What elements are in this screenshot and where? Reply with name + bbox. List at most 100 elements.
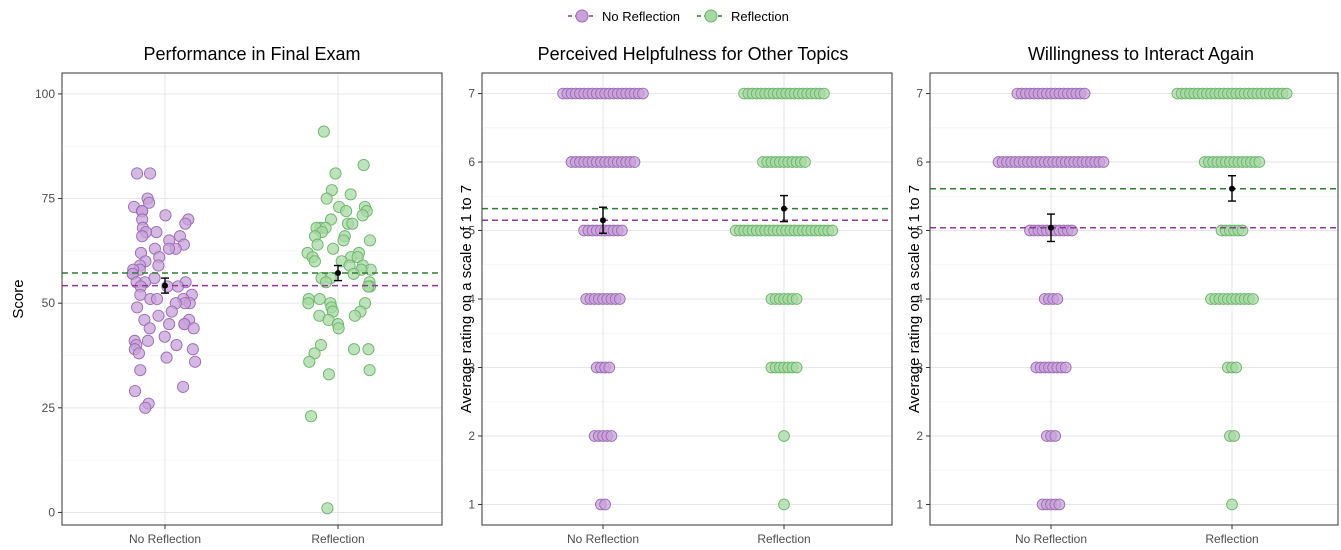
- data-point: [1078, 87, 1091, 100]
- data-point: [136, 230, 149, 243]
- mean-point: [1229, 185, 1235, 192]
- x-tick-label: Reflection: [311, 532, 364, 546]
- data-point: [324, 213, 338, 226]
- y-tick-label: 75: [42, 192, 56, 206]
- data-point: [131, 167, 144, 180]
- x-tick-label: No Reflection: [1015, 532, 1087, 546]
- panel-willingness-interact: Willingness to Interact Again Average ra…: [906, 44, 1339, 546]
- data-point: [799, 156, 811, 168]
- data-point: [818, 87, 830, 100]
- data-point: [605, 430, 618, 442]
- data-point: [1230, 361, 1243, 374]
- data-point: [613, 293, 626, 305]
- data-point: [778, 430, 790, 442]
- data-point: [152, 259, 165, 272]
- y-tick-label: 2: [916, 429, 923, 443]
- legend-item-no-reflection: No Reflection: [568, 9, 680, 24]
- data-point: [171, 280, 185, 293]
- data-point: [357, 159, 370, 172]
- mean-point: [162, 282, 168, 289]
- y-axis-label: Average rating on a scale of 1 to 7: [458, 185, 475, 413]
- data-point: [303, 355, 316, 368]
- plot-area: 0 25 50 75 100 No Reflection Reflection: [35, 72, 443, 546]
- data-point: [637, 87, 649, 100]
- x-tick-label: Reflection: [757, 532, 810, 546]
- y-tick-label: 6: [468, 155, 475, 169]
- x-tick-label: Reflection: [1205, 532, 1258, 546]
- y-tick-label: 4: [916, 292, 923, 306]
- panel-perceived-helpfulness: Perceived Helpfulness for Other Topics A…: [458, 44, 893, 546]
- y-tick-label: 3: [916, 360, 923, 374]
- data-point: [132, 347, 145, 360]
- data-point: [179, 217, 192, 230]
- data-point: [187, 322, 200, 335]
- data-point: [362, 280, 375, 293]
- y-tick-label: 3: [468, 360, 475, 374]
- data-point: [616, 224, 628, 237]
- mean-point: [1048, 224, 1054, 231]
- data-point: [150, 225, 163, 239]
- data-point: [826, 224, 839, 237]
- data-point: [160, 351, 173, 364]
- data-point: [628, 156, 641, 168]
- y-tick-label: 2: [468, 429, 475, 443]
- data-point: [320, 192, 333, 205]
- data-point: [134, 288, 147, 301]
- y-tick-label: 1: [468, 497, 475, 511]
- data-point: [348, 309, 361, 322]
- legend-label-no-reflection: No Reflection: [602, 9, 680, 24]
- y-axis-label: Average rating on a scale of 1 to 7: [906, 185, 923, 413]
- mean-point: [600, 217, 606, 224]
- data-point: [1059, 361, 1072, 374]
- y-tick-label: 7: [468, 87, 475, 101]
- data-point: [139, 401, 152, 414]
- data-point: [131, 301, 144, 314]
- mean-point: [335, 270, 341, 277]
- data-point: [790, 361, 803, 374]
- data-point: [302, 297, 315, 310]
- data-point: [337, 234, 350, 247]
- data-point: [308, 255, 321, 268]
- data-point: [1226, 498, 1238, 511]
- plot-area: 1 2 3 4 5 6 7 No Reflection Reflection: [468, 72, 893, 546]
- legend-marker-no-reflection: [575, 9, 589, 23]
- data-point: [159, 209, 172, 222]
- y-tick-label: 6: [916, 155, 923, 169]
- data-point: [603, 361, 616, 374]
- data-point: [332, 322, 345, 335]
- data-point: [1053, 498, 1066, 511]
- data-point: [329, 167, 342, 180]
- mean-point: [781, 205, 787, 212]
- data-point: [1228, 430, 1240, 442]
- data-point: [163, 318, 176, 331]
- data-point: [143, 322, 156, 335]
- data-point: [1097, 156, 1110, 168]
- data-point: [362, 343, 375, 356]
- data-point: [177, 380, 190, 393]
- x-tick-label: No Reflection: [129, 532, 201, 546]
- data-point: [1049, 430, 1062, 442]
- data-point: [1247, 293, 1259, 305]
- data-point: [363, 234, 376, 247]
- y-tick-label: 0: [48, 505, 55, 519]
- data-point: [189, 355, 202, 368]
- data-point: [144, 167, 157, 180]
- data-point: [170, 338, 183, 352]
- data-point: [186, 343, 199, 356]
- panel-border: [481, 72, 893, 526]
- data-point: [143, 196, 156, 209]
- data-point: [344, 188, 357, 201]
- data-point: [317, 125, 330, 138]
- data-point: [150, 292, 164, 306]
- data-point: [1066, 224, 1078, 237]
- data-point: [1280, 87, 1293, 100]
- data-point: [347, 267, 360, 280]
- data-point: [128, 385, 142, 398]
- plot-area: 1 2 3 4 5 6 7 No Reflection Reflection: [916, 72, 1339, 546]
- y-tick-label: 4: [468, 292, 475, 306]
- y-tick-label: 50: [42, 296, 56, 310]
- data-point: [152, 309, 165, 322]
- data-point: [134, 364, 147, 377]
- data-point: [1051, 293, 1064, 305]
